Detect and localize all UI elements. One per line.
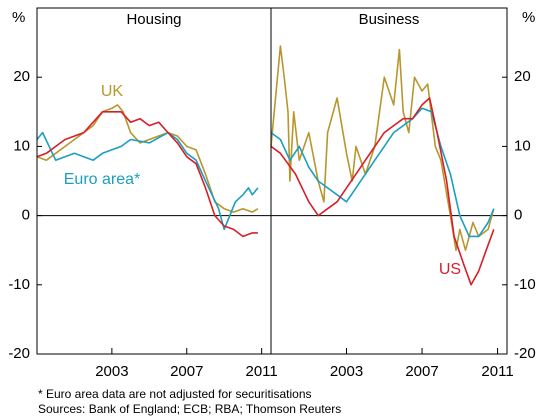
y-tick-label: 0 (22, 207, 30, 224)
x-tick-label: 2011 (481, 363, 513, 380)
x-tick-label: 2003 (330, 363, 363, 380)
sources: Sources: Bank of England; ECB; RBA; Thom… (38, 402, 341, 416)
y-tick-label: -10 (8, 276, 30, 293)
footnote: * Euro area data are not adjusted for se… (38, 387, 312, 401)
x-tick-label: 2007 (405, 363, 438, 380)
y-tick-label: 10 (514, 137, 531, 154)
y-unit-right: % (522, 9, 535, 26)
x-tick-label: 2003 (95, 363, 128, 380)
y-tick-label: 0 (514, 207, 522, 224)
x-tick-label: 2011 (246, 363, 278, 380)
y-tick-label: -20 (514, 345, 536, 362)
series-label: Euro area* (64, 171, 141, 188)
y-tick-label: 20 (514, 68, 531, 85)
panel-title: Business (359, 11, 420, 28)
y-tick-label: 20 (13, 68, 30, 85)
line-series (36, 104, 259, 213)
line-series (36, 111, 258, 238)
series-label: UK (101, 83, 124, 100)
plot-frame (36, 7, 508, 355)
line-series (36, 131, 259, 231)
y-tick-label: -20 (8, 345, 30, 362)
y-tick-label: 10 (13, 137, 30, 154)
y-unit-left: % (12, 9, 25, 26)
line-series (270, 107, 495, 238)
x-tick-label: 2007 (170, 363, 203, 380)
y-tick-label: -10 (514, 276, 536, 293)
series-label: US (439, 261, 461, 278)
panel-title: Housing (126, 11, 181, 28)
line-series (270, 97, 495, 286)
